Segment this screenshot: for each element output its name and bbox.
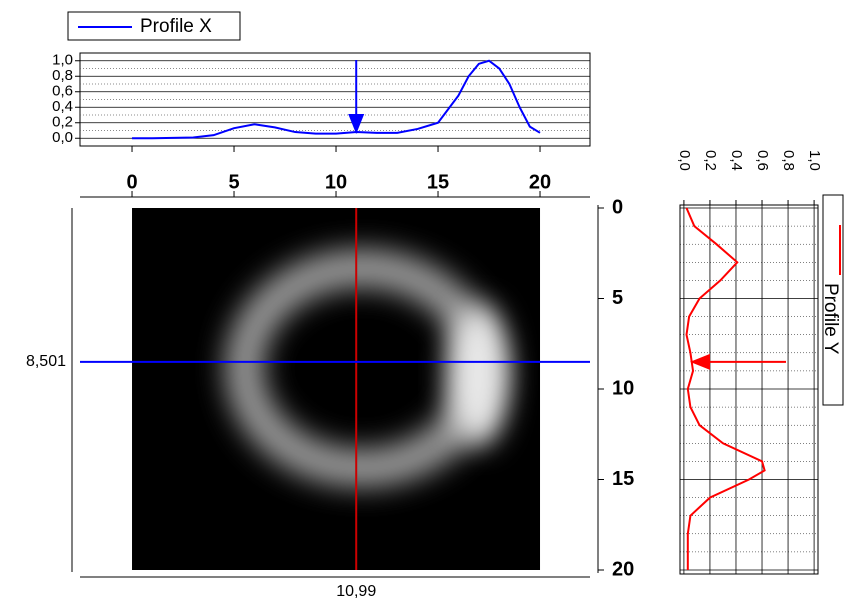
y-tick-label: 0: [612, 196, 623, 218]
image-content: [225, 249, 508, 487]
y-tick-label: 15: [612, 468, 634, 490]
profile-line: [132, 59, 541, 140]
y-tick-label: 0,8: [52, 67, 73, 84]
y-tick-label: 0,2: [52, 114, 73, 131]
plot-frame: [679, 204, 819, 575]
legend-label: Profile Y: [820, 283, 841, 355]
y-tick-label: 5: [612, 287, 623, 309]
y-tick-label: 1,0: [52, 52, 73, 69]
x-tick-label: 0,0: [676, 150, 693, 171]
legend-box: [67, 11, 241, 41]
cursor-y-label: 8,501: [26, 353, 66, 370]
legend-box: [822, 194, 844, 406]
x-tick-label: 5: [228, 171, 239, 193]
x-tick-label: 10: [325, 171, 347, 193]
y-tick-label: 20: [612, 558, 634, 580]
x-tick-label: 0,2: [702, 150, 719, 171]
cursor-x-label: 10,99: [336, 583, 376, 600]
x-tick-label: 15: [427, 171, 449, 193]
legend-label: Profile X: [140, 16, 212, 37]
x-tick-label: 0,4: [728, 150, 745, 171]
x-tick-label: 0,8: [780, 150, 797, 171]
y-tick-label: 0,4: [52, 98, 73, 115]
ring-bright: [448, 305, 508, 445]
x-tick-label: 20: [529, 171, 551, 193]
profile-line: [685, 207, 766, 570]
y-tick-label: 0,0: [52, 129, 73, 146]
x-tick-label: 1,0: [806, 150, 823, 171]
x-tick-label: 0: [126, 171, 137, 193]
y-tick-label: 10: [612, 377, 634, 399]
y-tick-label: 0,6: [52, 83, 73, 100]
x-tick-label: 0,6: [754, 150, 771, 171]
